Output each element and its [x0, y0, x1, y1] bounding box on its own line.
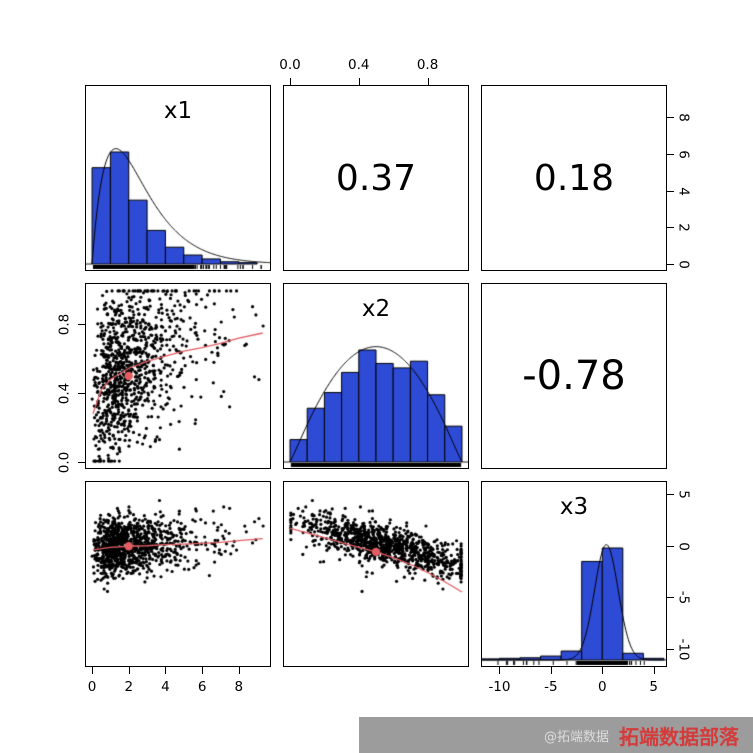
panel-scatter-x1-x3	[85, 481, 271, 667]
axis-tick	[653, 667, 655, 674]
panel-correlation-x2-x3: -0.78	[481, 283, 667, 469]
correlation-value-x2-x3: -0.78	[522, 353, 626, 399]
axis-tick	[602, 667, 604, 674]
axis-tick-label: -5	[544, 678, 558, 695]
variable-label-x1: x1	[163, 98, 193, 124]
axis-tick-label: 2	[676, 223, 692, 233]
axis-tick-label: -10	[488, 678, 511, 695]
watermark-text: 拓端数据部落	[619, 724, 739, 749]
axis-tick-label: 8	[234, 678, 244, 695]
axis-tick-label: 0.0	[279, 56, 301, 73]
variable-label-x3: x3	[559, 494, 589, 520]
axis-tick-label: -5	[676, 590, 692, 605]
correlation-value-x1-x3: 0.18	[533, 157, 615, 199]
axis-tick	[238, 667, 240, 674]
panel-hist-x1: x1	[85, 85, 271, 271]
axis-tick	[667, 117, 674, 119]
axis-tick	[667, 494, 674, 496]
histogram-x3-canvas	[482, 482, 666, 666]
axis-tick-label: -10	[676, 637, 692, 661]
axis-tick	[667, 227, 674, 229]
axis-tick-label: 0	[676, 260, 692, 269]
axis-tick	[667, 153, 674, 155]
axis-tick-label: 0	[597, 678, 607, 695]
axis-tick-label: 0	[676, 541, 692, 551]
axis-tick-label: 0.8	[416, 56, 439, 73]
axis-tick-label: 4	[676, 186, 692, 196]
scatter-x1-x3-canvas	[86, 482, 270, 666]
axis-tick	[78, 324, 85, 326]
axis-tick	[499, 667, 501, 674]
axis-tick-label: 6	[676, 150, 692, 159]
axis-tick-label: 0.8	[56, 314, 72, 336]
panel-correlation-x1-x3: 0.18	[481, 85, 667, 271]
axis-tick-label: 0.4	[348, 56, 370, 73]
axis-tick	[290, 78, 292, 85]
axis-tick-label: 4	[161, 678, 170, 695]
axis-tick-label: 8	[676, 113, 692, 122]
axis-tick	[667, 597, 674, 599]
axis-tick-label: 5	[649, 678, 658, 695]
axis-tick	[667, 648, 674, 650]
watermark: @拓端数据 拓端数据部落	[359, 717, 753, 753]
axis-tick	[202, 667, 204, 674]
axis-tick	[78, 393, 85, 395]
panel-correlation-x1-x2: 0.37	[283, 85, 469, 271]
histogram-x1-canvas	[86, 86, 270, 270]
axis-tick	[427, 78, 429, 85]
axis-tick	[667, 263, 674, 265]
axis-tick-label: 0	[87, 678, 97, 695]
histogram-x2-canvas	[284, 284, 468, 468]
axis-tick-label: 6	[197, 678, 207, 695]
correlation-value-x1-x2: 0.37	[335, 157, 417, 199]
axis-tick	[128, 667, 130, 674]
axis-tick	[92, 667, 94, 674]
axis-tick-label: 0.0	[56, 451, 72, 474]
axis-tick	[667, 190, 674, 192]
panel-hist-x3: x3	[481, 481, 667, 667]
axis-tick-label: 2	[124, 678, 134, 695]
scatter-x2-x3-canvas	[284, 482, 468, 666]
axis-tick	[667, 545, 674, 547]
panel-scatter-x2-x3	[283, 481, 469, 667]
axis-tick	[358, 78, 360, 85]
scatter-x1-x2-canvas	[86, 284, 270, 468]
panel-hist-x2: x2	[283, 283, 469, 469]
variable-label-x2: x2	[361, 296, 391, 322]
axis-tick	[550, 667, 552, 674]
watermark-prefix: @拓端数据	[543, 729, 609, 745]
axis-tick-label: 5	[676, 490, 692, 500]
axis-tick-label: 0.4	[56, 382, 72, 405]
axis-tick	[78, 461, 85, 463]
axis-tick	[165, 667, 167, 674]
panel-scatter-x1-x2	[85, 283, 271, 469]
